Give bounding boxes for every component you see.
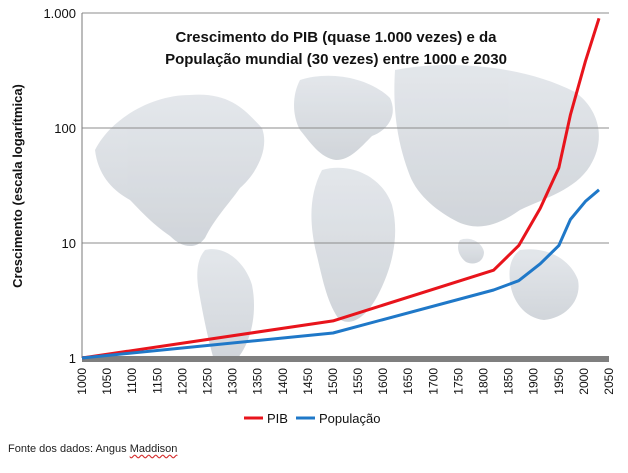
y-tick-label: 100 [54,121,76,136]
y-tick-label: 10 [62,236,76,251]
series-line-populacao [81,188,600,360]
x-axis-baseline [82,356,609,362]
series-lines [81,17,601,360]
chart-title-line-1: Crescimento do PIB (quase 1.000 vezes) e… [176,29,498,46]
x-tick-label: 1900 [527,368,541,395]
x-tick-labels: 1000 1050 1100 1150 1200 1250 1300 1350 1400 1450… [75,368,616,395]
data-source-note: Fonte dos dados: Angus Maddison [8,443,177,455]
x-tick-label: 1700 [426,368,440,395]
data-source-name: Maddison [129,443,178,455]
x-tick-label: 1100 [125,368,139,394]
y-tick-labels: 1 10 100 1.000 [43,6,76,366]
x-tick-label: 1350 [251,368,265,395]
y-tick-label: 1.000 [43,6,76,21]
x-tick-label: 1400 [276,368,290,395]
legend-label-populacao: População [319,411,380,426]
x-tick-label: 1600 [376,368,390,395]
axes [81,13,609,362]
y-axis-label: Crescimento (escala logarítmica) [10,84,25,288]
x-tick-label: 1250 [200,368,214,395]
x-tick-label: 1950 [552,368,566,395]
x-tick-label: 1300 [226,368,240,395]
world-map-background [95,65,599,360]
x-tick-label: 1150 [150,368,164,394]
legend: PIB População [244,411,380,426]
x-tick-label: 1650 [401,368,415,395]
y-tick-label: 1 [69,351,76,366]
x-tick-label: 1850 [502,368,516,395]
x-tick-label: 1800 [477,368,491,395]
x-tick-label: 1450 [301,368,315,395]
chart-title-line-2: População mundial (30 vezes) entre 1000 … [165,51,507,68]
data-source-prefix: Fonte dos dados: Angus [8,443,130,455]
legend-label-pib: PIB [267,411,288,426]
x-tick-label: 1500 [326,368,340,395]
x-tick-label: 1200 [175,368,189,395]
x-tick-label: 2000 [577,368,591,395]
x-tick-label: 1050 [100,368,114,395]
x-tick-label: 1550 [351,368,365,395]
series-line-pib [81,17,601,360]
x-tick-label: 1000 [75,368,89,395]
x-tick-label: 2050 [602,368,616,395]
x-tick-label: 1750 [451,368,465,395]
